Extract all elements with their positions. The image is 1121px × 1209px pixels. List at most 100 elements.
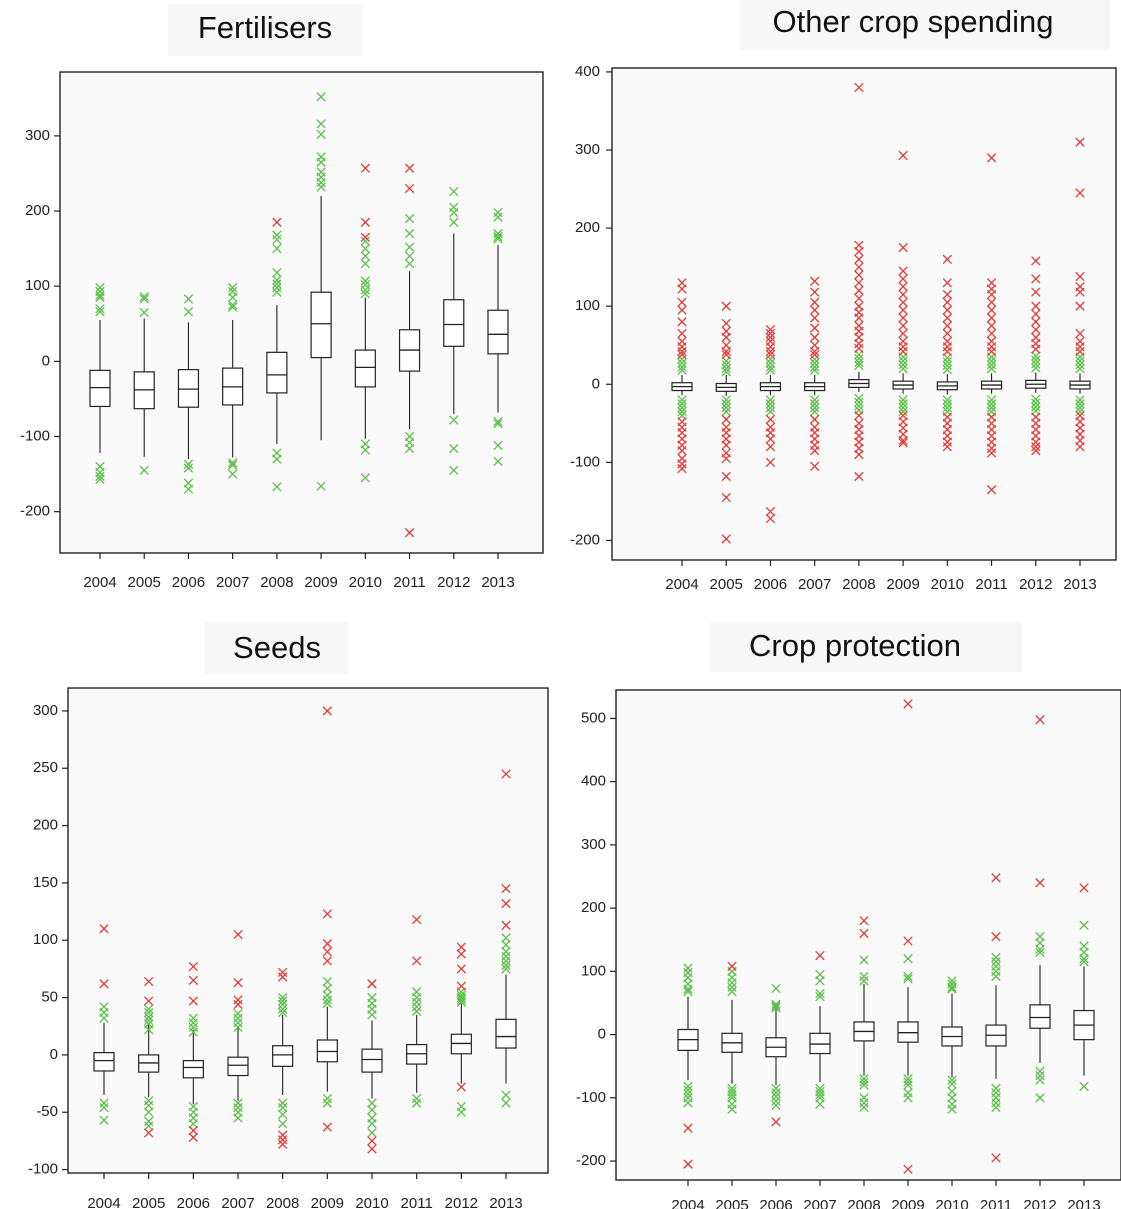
outlier-marker: [815, 1089, 825, 1100]
outlier-stroke: [144, 1015, 154, 1026]
outlier-marker: [1035, 1066, 1045, 1076]
outlier-stroke: [1075, 364, 1085, 374]
outlier-marker: [1035, 944, 1045, 954]
outlier-marker: [228, 458, 238, 468]
x-tick-label: 2009: [886, 576, 919, 593]
outlier-stroke: [677, 403, 687, 413]
outlier-marker: [493, 234, 503, 244]
outlier-marker: [367, 1144, 377, 1154]
outlier-stroke: [360, 163, 370, 173]
outlier-marker: [986, 297, 997, 307]
outlier-stroke: [810, 403, 820, 413]
outlier-stroke: [144, 1128, 154, 1138]
outlier-marker: [721, 349, 731, 360]
outlier-marker: [1075, 188, 1085, 198]
x-tick-label: 2004: [83, 574, 116, 591]
outlier-marker: [322, 976, 332, 987]
outlier-stroke: [721, 414, 731, 425]
outlier-marker: [991, 957, 1001, 967]
outlier-stroke: [228, 292, 238, 303]
outlier-stroke: [322, 1098, 332, 1108]
outlier-stroke: [272, 279, 282, 289]
outlier-stroke: [322, 706, 332, 716]
outlier-stroke: [677, 362, 687, 372]
outlier-marker: [322, 939, 332, 949]
outlier-stroke: [1075, 360, 1085, 370]
outlier-marker: [1031, 355, 1041, 365]
outlier-marker: [1079, 957, 1089, 967]
outlier-marker: [501, 947, 511, 957]
outlier-stroke: [810, 399, 820, 409]
outlier-marker: [99, 979, 109, 989]
outlier-marker: [903, 954, 913, 964]
outlier-stroke: [683, 984, 693, 994]
chart-title: Crop protection: [749, 628, 961, 663]
outlier-stroke: [986, 399, 997, 409]
outlier-marker: [144, 1004, 154, 1014]
x-tick-label: 2013: [1067, 1197, 1100, 1209]
outlier-stroke: [721, 301, 731, 311]
outlier-marker: [854, 293, 864, 304]
outlier-marker: [898, 297, 908, 307]
outlier-stroke: [360, 243, 370, 254]
outlier-stroke: [360, 289, 370, 299]
outlier-marker: [903, 971, 913, 982]
outlier-stroke: [903, 699, 913, 709]
outlier-stroke: [188, 996, 198, 1006]
outlier-marker: [721, 360, 731, 370]
outlier-marker: [233, 1102, 243, 1113]
outlier-stroke: [765, 403, 776, 413]
outlier-stroke: [1075, 399, 1085, 409]
outlier-marker: [765, 365, 776, 375]
outlier-marker: [810, 403, 820, 413]
outlier-stroke: [1031, 394, 1041, 404]
outlier-stroke: [903, 1164, 913, 1174]
outlier-marker: [721, 406, 731, 417]
outlier-stroke: [1035, 1093, 1045, 1103]
outlier-marker: [898, 313, 908, 323]
outlier-marker: [810, 362, 820, 372]
outlier-stroke: [1031, 324, 1041, 335]
outlier-marker: [854, 246, 864, 257]
outlier-stroke: [810, 332, 820, 343]
outlier-stroke: [810, 305, 820, 315]
outlier-stroke: [859, 1102, 869, 1112]
outlier-stroke: [721, 492, 731, 503]
outlier-marker: [942, 305, 952, 315]
outlier-marker: [854, 353, 864, 364]
outlier-marker: [947, 1075, 957, 1085]
outlier-marker: [188, 1027, 198, 1037]
outlier-marker: [404, 251, 415, 261]
outlier-marker: [367, 1098, 377, 1108]
x-tick-label: 2009: [304, 574, 337, 591]
outlier-marker: [727, 982, 737, 992]
outlier-marker: [683, 1081, 693, 1092]
outlier-marker: [322, 998, 332, 1008]
outlier-marker: [188, 961, 198, 972]
outlier-marker: [188, 1013, 198, 1023]
outlier-marker: [986, 395, 997, 405]
outlier-marker: [272, 234, 282, 245]
outlier-marker: [99, 1098, 109, 1108]
outlier-stroke: [99, 1013, 109, 1023]
outlier-stroke: [272, 275, 282, 285]
outlier-stroke: [903, 1080, 913, 1090]
outlier-marker: [1031, 398, 1041, 408]
outlier-marker: [947, 982, 957, 992]
outlier-stroke: [95, 471, 105, 482]
outlier-marker: [765, 513, 776, 524]
outlier-stroke: [1035, 947, 1045, 958]
y-tick-label: 150: [33, 874, 58, 891]
outlier-stroke: [95, 304, 105, 314]
outlier-marker: [677, 317, 687, 327]
outlier-stroke: [765, 506, 776, 517]
outlier-stroke: [810, 395, 820, 405]
outlier-stroke: [1075, 442, 1085, 452]
outlier-marker: [721, 440, 731, 450]
outlier-stroke: [854, 471, 864, 482]
outlier-marker: [771, 1100, 781, 1111]
outlier-stroke: [493, 419, 503, 429]
outlier-stroke: [233, 999, 243, 1010]
outlier-marker: [183, 307, 194, 317]
outlier-marker: [815, 1099, 825, 1109]
